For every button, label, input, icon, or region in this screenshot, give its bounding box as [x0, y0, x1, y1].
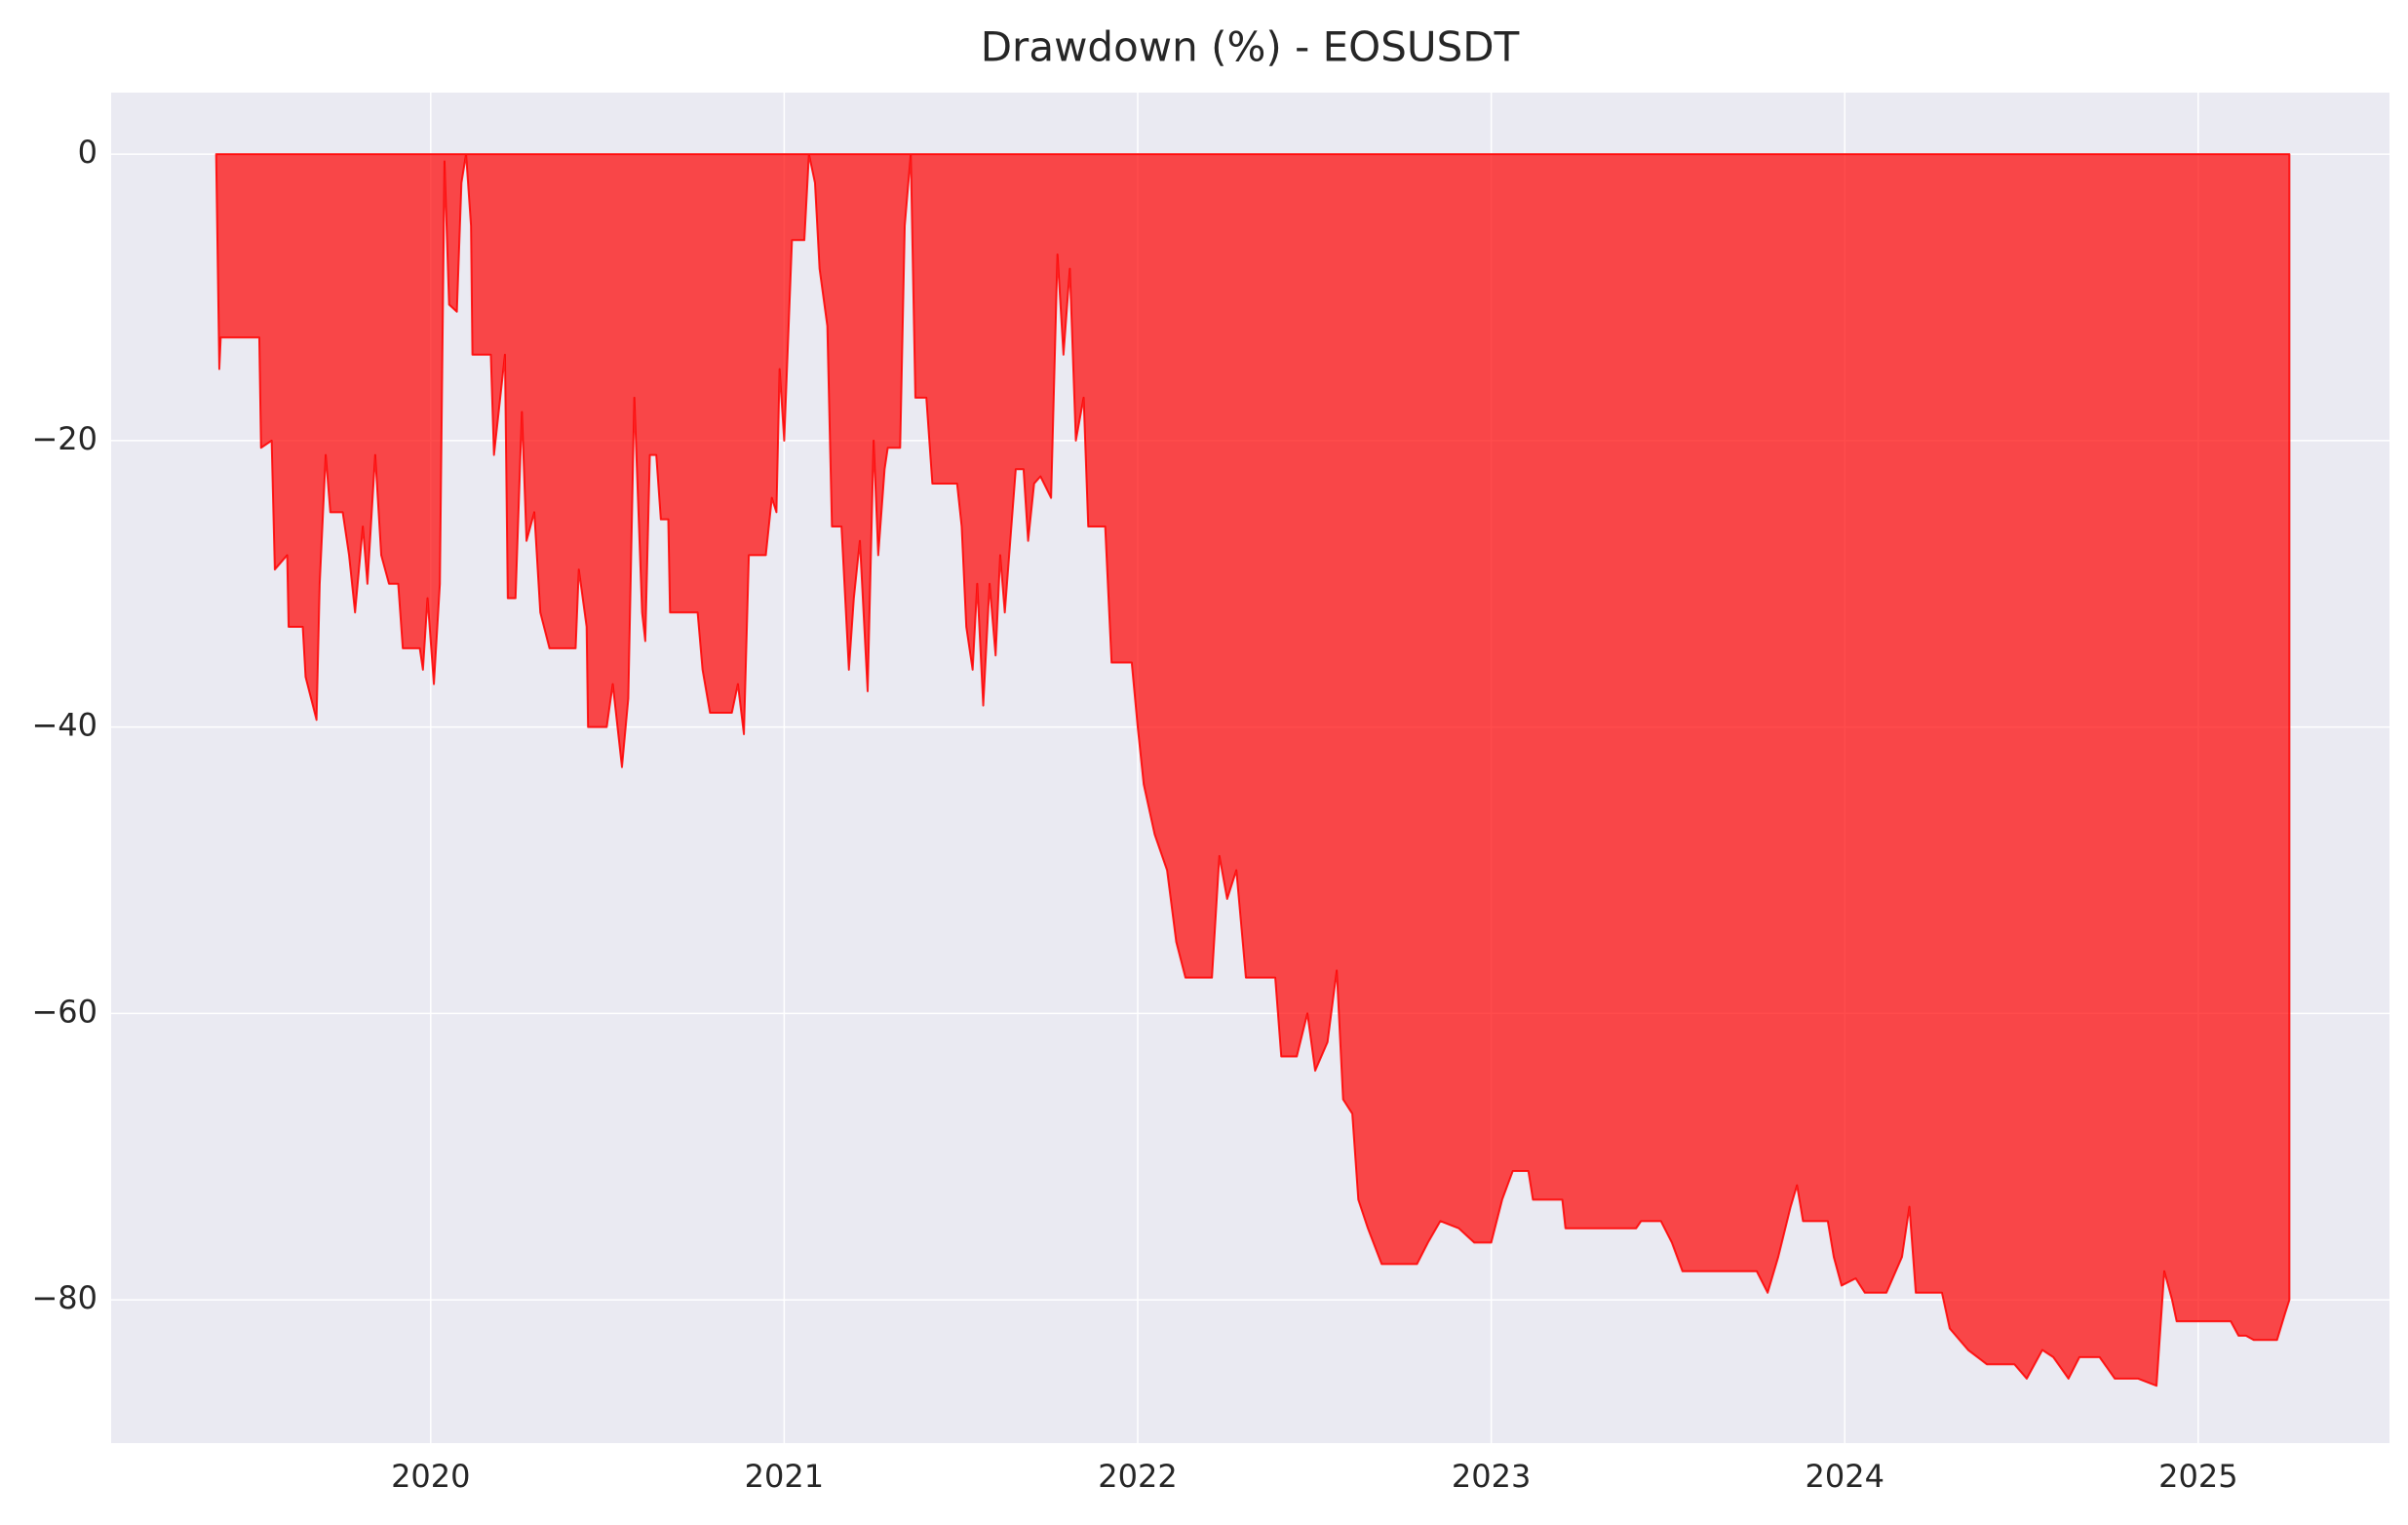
x-tick-label: 2022 — [1098, 1458, 1177, 1495]
chart-title: Drawdown (%) - EOSUSDT — [981, 23, 1520, 71]
y-tick-label: −20 — [31, 420, 97, 457]
y-tick-label: −60 — [31, 993, 97, 1030]
y-tick-label: −40 — [31, 707, 97, 744]
x-tick-label: 2025 — [2158, 1458, 2237, 1495]
x-tick-label: 2021 — [745, 1458, 824, 1495]
y-tick-label: 0 — [78, 134, 97, 171]
x-tick-label: 2023 — [1452, 1458, 1531, 1495]
y-tick-label: −80 — [31, 1279, 97, 1316]
x-tick-label: 2020 — [391, 1458, 470, 1495]
x-tick-label: 2024 — [1806, 1458, 1884, 1495]
drawdown-area — [214, 153, 2291, 1388]
